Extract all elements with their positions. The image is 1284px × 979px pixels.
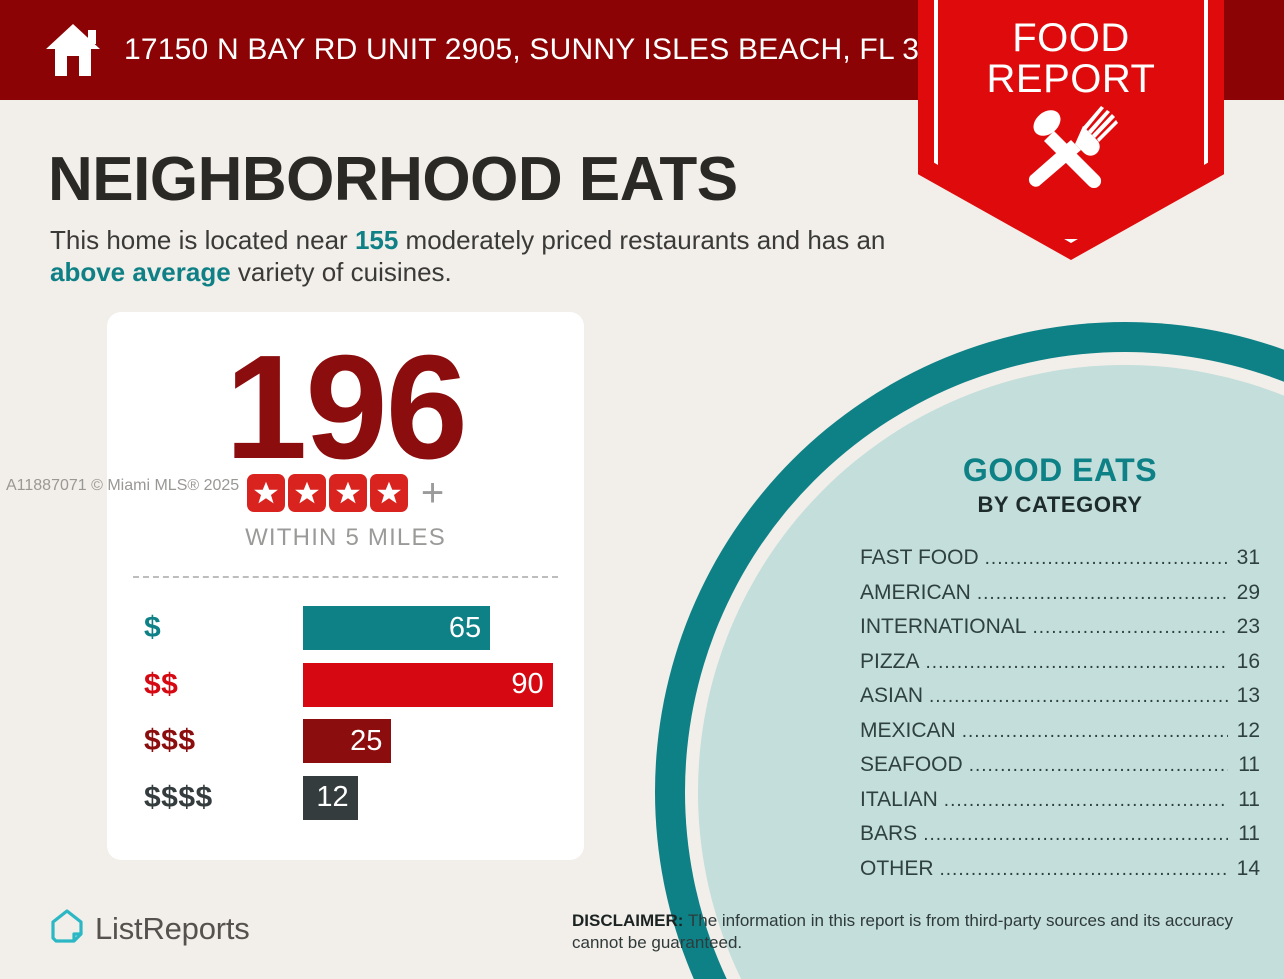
within-radius-label: WITHIN 5 MILES xyxy=(245,524,446,551)
good-eats-category: BARS xyxy=(860,822,918,845)
badge-title: FOOD REPORT xyxy=(918,18,1224,100)
star-icon xyxy=(246,474,285,512)
price-tier-row: $$ 90 xyxy=(107,657,584,714)
price-tier-bar-track: 25 xyxy=(303,719,563,764)
good-eats-row: AMERICAN................................… xyxy=(860,581,1260,616)
summary-card: 196 + WITHIN 5 MILES $65 $$ 90 $$$ 25 $$$$ 12 xyxy=(107,312,584,860)
price-tier-bar-track: 65 xyxy=(303,606,563,651)
good-eats-category: ITALIAN xyxy=(860,787,938,811)
intro-sentence: This home is located near 155 moderately… xyxy=(50,224,920,288)
leader-dots: ........................................… xyxy=(984,548,1228,569)
star-icon xyxy=(328,474,367,512)
intro-text-2: moderately priced restaurants and has an xyxy=(398,225,886,255)
good-eats-category: MEXICAN xyxy=(860,718,956,742)
leader-dots: ........................................… xyxy=(939,858,1229,880)
price-tier-bar-track: 12 xyxy=(303,775,563,820)
good-eats-subtitle: BY CATEGORY xyxy=(977,492,1143,517)
leader-dots: ........................................… xyxy=(943,789,1228,811)
variety-highlight: above average xyxy=(50,257,231,287)
price-tier-bar: 25 xyxy=(303,719,392,764)
mls-watermark: A11887071 © Miami MLS® 2025 xyxy=(6,477,240,494)
price-tier-bar-chart: $65 $$ 90 $$$ 25 $$$$ 12 xyxy=(107,600,584,826)
price-tier-row: $65 xyxy=(107,600,584,657)
good-eats-category: OTHER xyxy=(860,856,934,880)
price-tier-row: $$$$ 12 xyxy=(107,770,584,827)
intro-text-3: variety of cuisines. xyxy=(230,257,452,287)
good-eats-count: 11 xyxy=(1238,822,1260,845)
good-eats-count: 16 xyxy=(1236,649,1260,673)
good-eats-row: PIZZA...................................… xyxy=(860,650,1260,685)
good-eats-count: 11 xyxy=(1238,753,1260,776)
price-tier-bar: 90 xyxy=(303,662,553,707)
good-eats-count: 13 xyxy=(1236,684,1260,707)
leader-dots: ........................................… xyxy=(923,824,1228,845)
food-report-badge: FOOD REPORT xyxy=(918,0,1224,260)
good-eats-count: 14 xyxy=(1236,856,1260,880)
fork-and-spoon-icon xyxy=(1023,104,1119,193)
leader-dots: ........................................… xyxy=(929,686,1228,707)
good-eats-row: FAST FOOD...............................… xyxy=(860,546,1260,581)
good-eats-row: ASIAN...................................… xyxy=(860,684,1260,719)
price-tier-bar: 12 xyxy=(303,775,358,820)
teal-circle-graphic xyxy=(655,322,1284,979)
good-eats-panel: GOOD EATS BY CATEGORY FAST FOOD.........… xyxy=(860,452,1260,891)
star-rating: + xyxy=(107,471,584,515)
good-eats-row: INTERNATIONAL...........................… xyxy=(860,615,1260,650)
good-eats-row: SEAFOOD.................................… xyxy=(860,753,1260,788)
property-address: 17150 N BAY RD UNIT 2905, SUNNY ISLES BE… xyxy=(124,33,987,66)
price-tier-bar-track: 90 xyxy=(303,662,563,707)
disclaimer: DISCLAIMER: The information in this repo… xyxy=(572,910,1247,954)
good-eats-title: GOOD EATS xyxy=(962,452,1158,488)
badge-inner-border xyxy=(934,0,1208,243)
star-icon xyxy=(287,474,326,512)
page-title: NEIGHBORHOOD EATS xyxy=(48,145,738,214)
badge-title-line2: REPORT xyxy=(986,57,1156,101)
good-eats-category: FAST FOOD xyxy=(860,546,979,569)
leader-dots: ........................................… xyxy=(961,720,1228,742)
good-eats-count: 11 xyxy=(1238,787,1260,811)
good-eats-row: MEXICAN.................................… xyxy=(860,719,1260,754)
home-icon xyxy=(44,22,102,78)
disclaimer-label: DISCLAIMER: xyxy=(572,911,684,930)
intro-text-1: This home is located near xyxy=(50,225,355,255)
leader-dots: ........................................… xyxy=(925,651,1228,673)
good-eats-category: INTERNATIONAL xyxy=(860,615,1027,638)
badge-title-line1: FOOD xyxy=(1012,16,1130,60)
price-tier-row: $$$ 25 xyxy=(107,713,584,770)
header-content: 17150 N BAY RD UNIT 2905, SUNNY ISLES BE… xyxy=(44,0,987,100)
listreports-house-icon xyxy=(50,908,84,949)
good-eats-row: BARS....................................… xyxy=(860,822,1260,857)
price-tier-label: $ xyxy=(144,611,162,645)
disclaimer-text: The information in this report is from t… xyxy=(572,911,1234,952)
good-eats-category: ASIAN xyxy=(860,684,924,707)
leader-dots: ........................................… xyxy=(976,582,1228,604)
restaurant-count-highlight: 155 xyxy=(354,225,399,255)
listreports-logo[interactable]: ListReports xyxy=(50,908,250,949)
price-tier-label: $$$ xyxy=(144,724,196,758)
star-icon xyxy=(369,474,408,512)
leader-dots: ........................................… xyxy=(1032,617,1228,638)
listreports-logo-text: ListReports xyxy=(95,910,250,946)
good-eats-category: PIZZA xyxy=(860,649,920,673)
good-eats-list: FAST FOOD...............................… xyxy=(860,546,1260,891)
good-eats-count: 29 xyxy=(1236,580,1260,604)
good-eats-count: 31 xyxy=(1236,546,1260,569)
good-eats-row: ITALIAN.................................… xyxy=(860,788,1260,823)
leader-dots: ........................................… xyxy=(968,755,1228,776)
good-eats-row: OTHER...................................… xyxy=(860,857,1260,892)
good-eats-count: 23 xyxy=(1236,615,1260,638)
plus-icon: + xyxy=(420,471,445,515)
card-divider xyxy=(133,576,558,578)
price-tier-bar: 65 xyxy=(303,606,491,651)
good-eats-category: AMERICAN xyxy=(860,580,971,604)
good-eats-category: SEAFOOD xyxy=(860,753,963,776)
restaurant-total-count: 196 xyxy=(225,325,468,490)
price-tier-label: $$$$ xyxy=(144,780,213,814)
good-eats-count: 12 xyxy=(1236,718,1260,742)
price-tier-label: $$ xyxy=(144,667,179,701)
